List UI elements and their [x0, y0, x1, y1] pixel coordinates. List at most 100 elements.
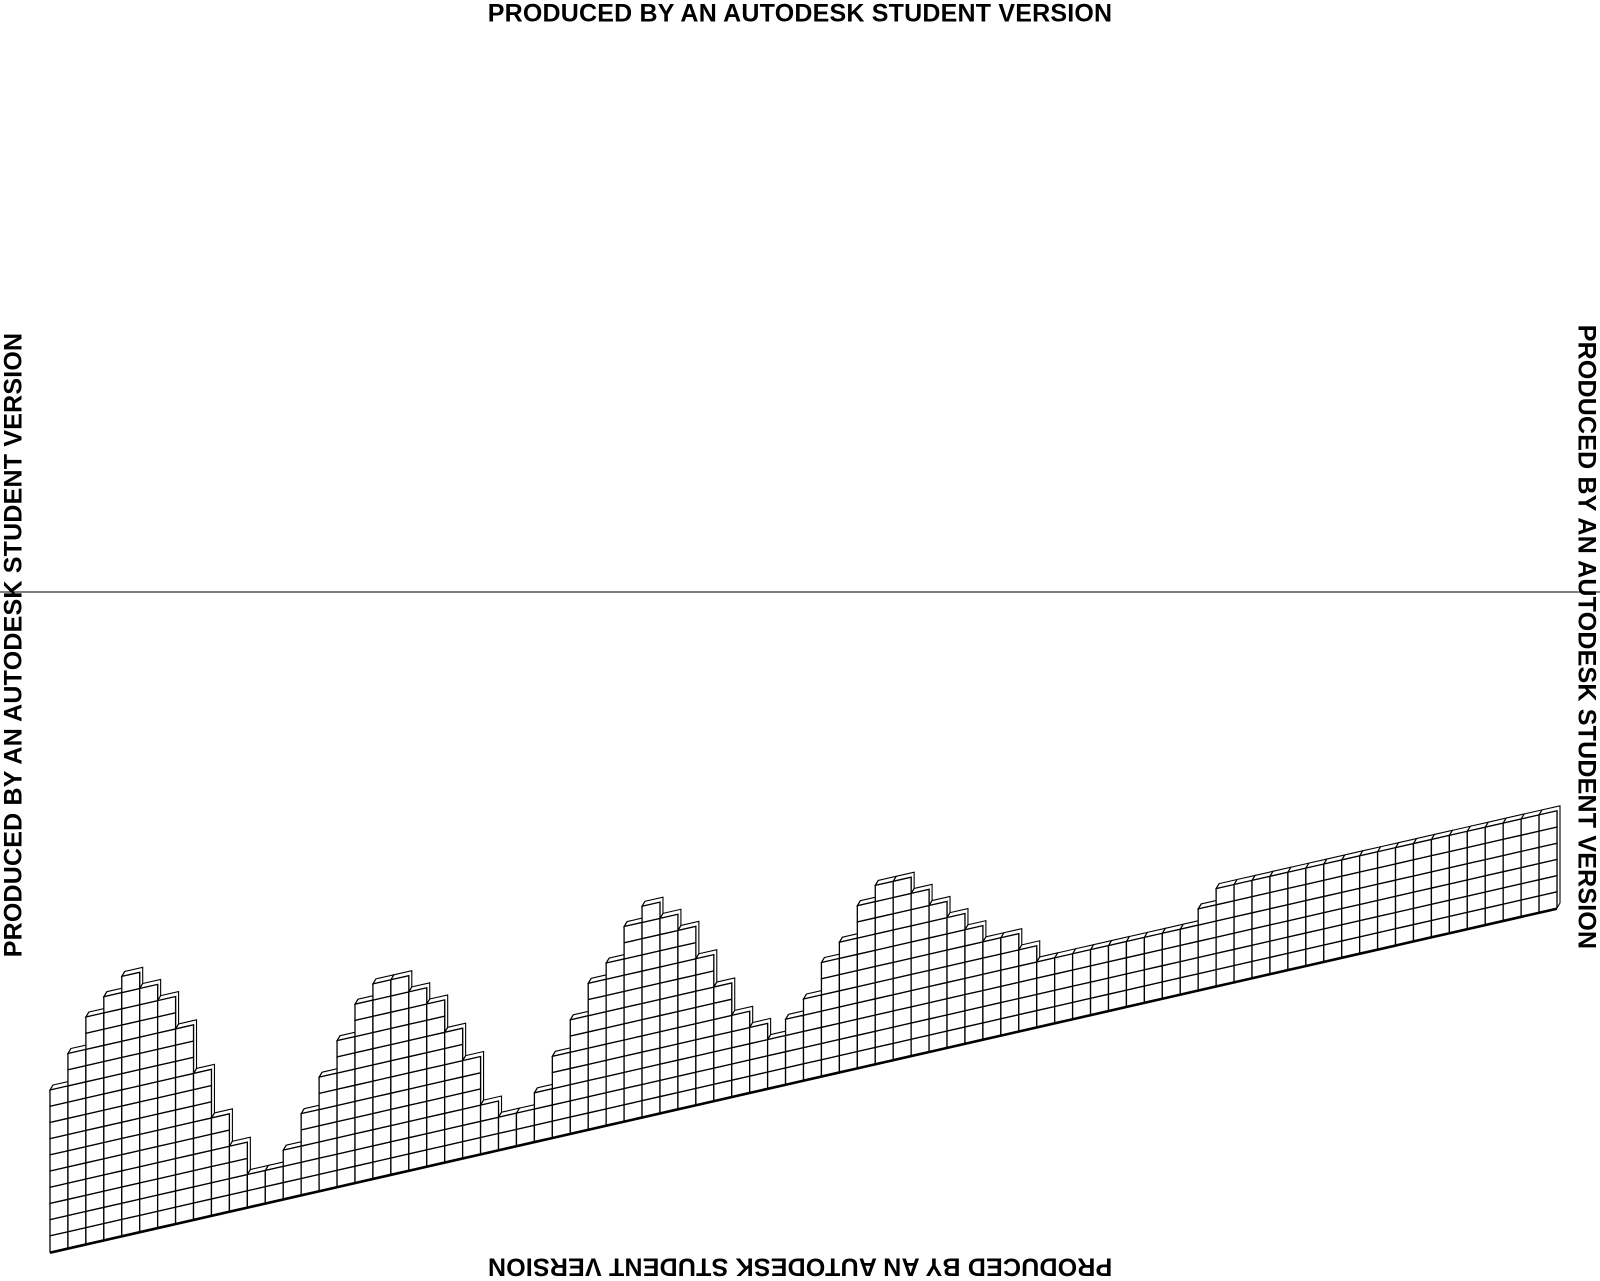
facade-panel: [874, 880, 894, 903]
panel-column-cap: [480, 1099, 485, 1106]
facade-panel: [1341, 855, 1361, 877]
facade-panel: [731, 1010, 751, 1033]
facade-panel: [1538, 809, 1558, 832]
panel-column-cap: [1215, 883, 1220, 889]
panel-column-cap: [1466, 825, 1471, 832]
panel-column-cap: [1072, 948, 1077, 955]
facade-panel: [1448, 830, 1468, 853]
panel-column-cap: [408, 986, 413, 993]
panel-column-cap: [1108, 940, 1112, 946]
panel-column-cap: [910, 888, 915, 894]
panel-column-cap: [210, 1112, 215, 1119]
panel-column: [694, 948, 718, 1106]
facade-panel: [264, 1165, 284, 1188]
facade-panel: [121, 971, 141, 994]
facade-panel: [928, 900, 948, 923]
facade-panel: [623, 921, 643, 944]
panel-column-cap: [1125, 936, 1130, 942]
facade-panel: [749, 1022, 769, 1045]
facade-panel: [784, 1014, 805, 1037]
panel-column: [48, 1080, 72, 1253]
facade-panel: [354, 999, 374, 1022]
facade-panel: [1323, 859, 1343, 882]
panel-column: [156, 990, 180, 1229]
facade-panel: [497, 1112, 518, 1135]
panel-column-cap: [282, 1144, 287, 1151]
facade-panel: [228, 1141, 248, 1164]
facade-panel: [569, 1014, 589, 1037]
panel-column-cap: [1359, 850, 1364, 857]
facade-panel: [336, 1035, 356, 1058]
facade-panel: [318, 1072, 338, 1095]
panel-column-cap: [1233, 879, 1238, 885]
facade-panel: [103, 991, 123, 1014]
facade-panel: [856, 900, 876, 923]
panel-column-cap: [264, 1165, 269, 1171]
facade-panel: [426, 999, 446, 1022]
facade-panel: [946, 912, 966, 935]
panel-column: [730, 1005, 754, 1098]
panel-column-cap: [498, 1111, 502, 1118]
panel-column-cap: [1287, 866, 1292, 873]
facade-base-line: [49, 908, 1558, 1254]
facade-panel: [587, 978, 607, 1001]
facade-panel: [605, 958, 625, 981]
panel-column-cap: [874, 880, 879, 886]
facade-panel: [1215, 883, 1235, 906]
facade-panel: [1484, 822, 1504, 845]
panel-column-cap: [49, 1084, 54, 1091]
panel-column-cap: [1377, 846, 1382, 853]
panel-column-cap: [982, 936, 987, 943]
panel-column-cap: [1054, 952, 1059, 959]
facade-panel: [1430, 834, 1451, 857]
panel-column: [1537, 805, 1561, 913]
panel-column: [748, 1017, 772, 1094]
panel-column-cap: [1413, 838, 1417, 844]
panel-column-cap: [1341, 854, 1346, 861]
panel-column-cap: [695, 953, 700, 960]
panel-column-cap: [569, 1014, 574, 1021]
panel-column-cap: [318, 1071, 323, 1078]
facade-panel: [1412, 838, 1433, 861]
facade-panel: [1359, 850, 1379, 873]
facade-panel: [1520, 814, 1540, 837]
panel-column-cap: [1395, 842, 1400, 848]
facade-panel: [1018, 944, 1038, 967]
panel-column-cap: [1538, 809, 1543, 816]
facade-panel: [156, 995, 177, 1018]
facade-panel: [1287, 867, 1307, 890]
panel-column-cap: [300, 1108, 305, 1114]
panel-column-cap: [892, 876, 897, 882]
panel-column-cap: [390, 974, 395, 981]
facade-panel: [1466, 826, 1486, 849]
facade-panel: [139, 983, 159, 1006]
panel-column-cap: [838, 936, 843, 943]
panel-column-cap: [1197, 903, 1202, 910]
panel-column-cap: [785, 1014, 790, 1020]
panel-column-cap: [1000, 932, 1005, 939]
facade-panel: [551, 1051, 571, 1074]
panel-column-cap: [587, 978, 592, 984]
facade-panel: [461, 1055, 482, 1078]
facade-panel: [1071, 948, 1092, 971]
panel-column-cap: [677, 925, 682, 931]
panel-column: [317, 1067, 341, 1192]
panel-column: [228, 1136, 251, 1212]
facade-panel: [479, 1100, 500, 1123]
facade-panel: [192, 1068, 213, 1091]
panel-column-cap: [803, 993, 807, 1000]
facade-panel: [408, 986, 428, 1009]
panel-column-cap: [964, 924, 969, 931]
facade-panel: [964, 924, 984, 947]
facade-panel: [1251, 875, 1271, 898]
panel-column-cap: [767, 1034, 772, 1040]
panel-column-cap: [1090, 944, 1095, 950]
facade-panel: [390, 974, 410, 997]
panel-column-cap: [856, 900, 861, 906]
facade-panel: [1502, 818, 1522, 841]
facade-panel: [85, 1012, 105, 1035]
panel-column-cap: [1143, 932, 1148, 938]
panel-column-cap: [533, 1087, 538, 1094]
facade-panel: [444, 1027, 464, 1050]
